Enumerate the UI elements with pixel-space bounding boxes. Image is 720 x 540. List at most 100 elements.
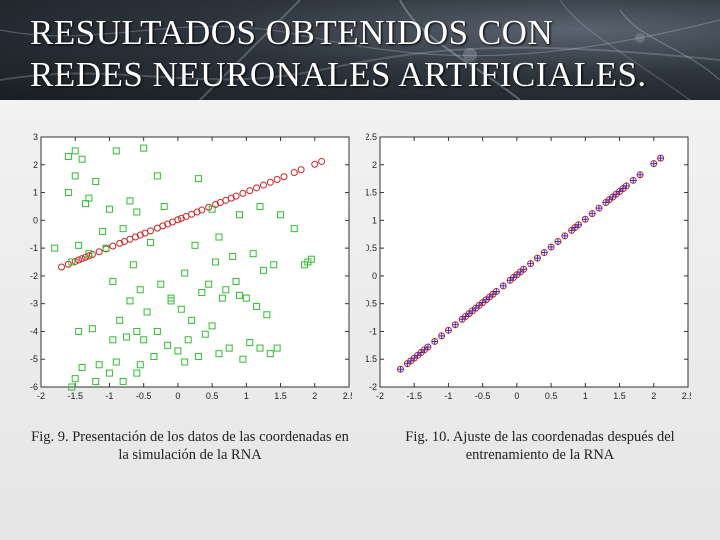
data-point-square (273, 344, 281, 352)
data-point-cross (493, 288, 500, 295)
data-point-circle (198, 206, 206, 214)
data-point-cross (500, 282, 507, 289)
data-point-square (51, 244, 59, 252)
data-point-fitted (451, 321, 459, 329)
data-point-square (150, 352, 158, 360)
data-point-square (119, 377, 127, 385)
data-point-circle (75, 256, 83, 264)
data-point-cross (589, 210, 596, 217)
data-point-circle (318, 157, 326, 165)
x-tick-label: 2.5 (682, 391, 691, 401)
x-tick-label: 0.5 (206, 391, 219, 401)
y-tick-label: 1 (33, 188, 38, 198)
data-point-square (174, 347, 182, 355)
scatter-chart-fig10: -2 -1.5 -1 -0.5 0 0.5 1 1.5 2 2.5 2.5 2 1.5 1 0.5 0 -0.5… (361, 132, 694, 401)
neuron-cell (463, 48, 477, 62)
data-point-circle (109, 242, 117, 250)
data-point-square (290, 225, 298, 233)
figure-10-caption: Fig. 10. Ajuste de las coordenadas despu… (405, 429, 675, 463)
data-point-square (249, 250, 257, 258)
data-point-circle (116, 239, 124, 247)
data-point-square (112, 358, 120, 366)
data-point-square (188, 316, 196, 324)
data-point-circle (164, 220, 172, 228)
data-point-square (75, 241, 83, 249)
x-tick-label: 2 (312, 391, 317, 401)
data-point-square (164, 341, 172, 349)
y-tick-label: -2 (30, 271, 38, 281)
y-tick-label: 1.5 (366, 188, 377, 198)
neuron-fiber (0, 19, 720, 57)
data-point-cross (575, 221, 582, 228)
data-point-fitted (554, 237, 562, 245)
data-point-circle (78, 255, 86, 263)
data-point-circle (232, 192, 240, 200)
y-tick-label: -5 (30, 354, 38, 364)
data-point-square (92, 177, 100, 185)
y-tick-label: -1 (30, 243, 38, 253)
x-tick-label: -0.5 (136, 391, 152, 401)
data-point-square (253, 302, 261, 310)
data-point-square (64, 152, 72, 160)
data-point-fitted (636, 171, 644, 179)
data-point-square (184, 336, 192, 344)
data-point-circle (95, 248, 103, 256)
data-point-circle (58, 263, 66, 271)
data-point-square (126, 297, 134, 305)
data-point-fitted (424, 343, 432, 351)
slide-title: RESULTADOS OBTENIDOS CON REDES NEURONALE… (30, 12, 710, 96)
data-point-square (99, 227, 107, 235)
x-tick-label: 1 (583, 391, 588, 401)
data-point-square (191, 241, 199, 249)
data-point-square (181, 358, 189, 366)
data-point-cross (561, 232, 568, 239)
data-point-square (140, 336, 148, 344)
data-point-square (95, 361, 103, 369)
data-point-cross (424, 344, 431, 350)
data-point-square (177, 305, 185, 313)
data-point-fitted (492, 287, 500, 295)
data-point-square (133, 327, 141, 335)
data-point-square (112, 147, 120, 155)
data-point-fitted (527, 260, 535, 268)
data-point-square (205, 280, 213, 288)
data-point-square (246, 339, 254, 347)
data-point-fitted (629, 176, 637, 184)
data-point-square (266, 350, 274, 358)
data-point-square (263, 311, 271, 319)
y-tick-label: 2 (372, 160, 377, 170)
data-point-circle (193, 208, 201, 216)
data-point-square (235, 291, 243, 299)
data-point-fitted (533, 254, 541, 262)
data-point-square (277, 211, 285, 219)
neuron-fiber (0, 46, 720, 81)
data-point-square (123, 333, 131, 341)
data-point-square (256, 344, 264, 352)
neuron-fiber (399, 0, 521, 100)
x-tick-label: 2.5 (343, 391, 352, 401)
data-point-square (105, 205, 113, 213)
data-point-fitted (622, 182, 630, 190)
data-point-circle (246, 187, 254, 195)
data-point-square (136, 361, 144, 369)
data-point-square (71, 375, 79, 383)
data-point-fitted (499, 282, 507, 290)
data-point-fitted (438, 332, 446, 340)
data-point-square (71, 147, 79, 155)
y-tick-label: -2 (369, 382, 377, 392)
x-tick-label: 2 (651, 391, 656, 401)
data-point-square (85, 250, 93, 258)
data-point-square (229, 252, 237, 260)
data-point-circle (290, 169, 298, 177)
data-point-square (194, 175, 202, 183)
figure-9-panel: -2 -1.5 -1 -0.5 0 0.5 1 1.5 2 2.5 3 2 1 0 -1 -2 -3 -4 -5 -6 (27, 132, 355, 405)
data-point-cross (582, 216, 589, 223)
data-point-square (222, 286, 230, 294)
data-point-circle (177, 214, 185, 222)
y-tick-label: 0 (372, 271, 377, 281)
data-point-circle (159, 222, 167, 230)
data-point-square (133, 208, 141, 216)
data-point-circle (253, 184, 261, 192)
y-tick-label: -1 (369, 326, 377, 336)
data-point-cross (596, 205, 603, 212)
